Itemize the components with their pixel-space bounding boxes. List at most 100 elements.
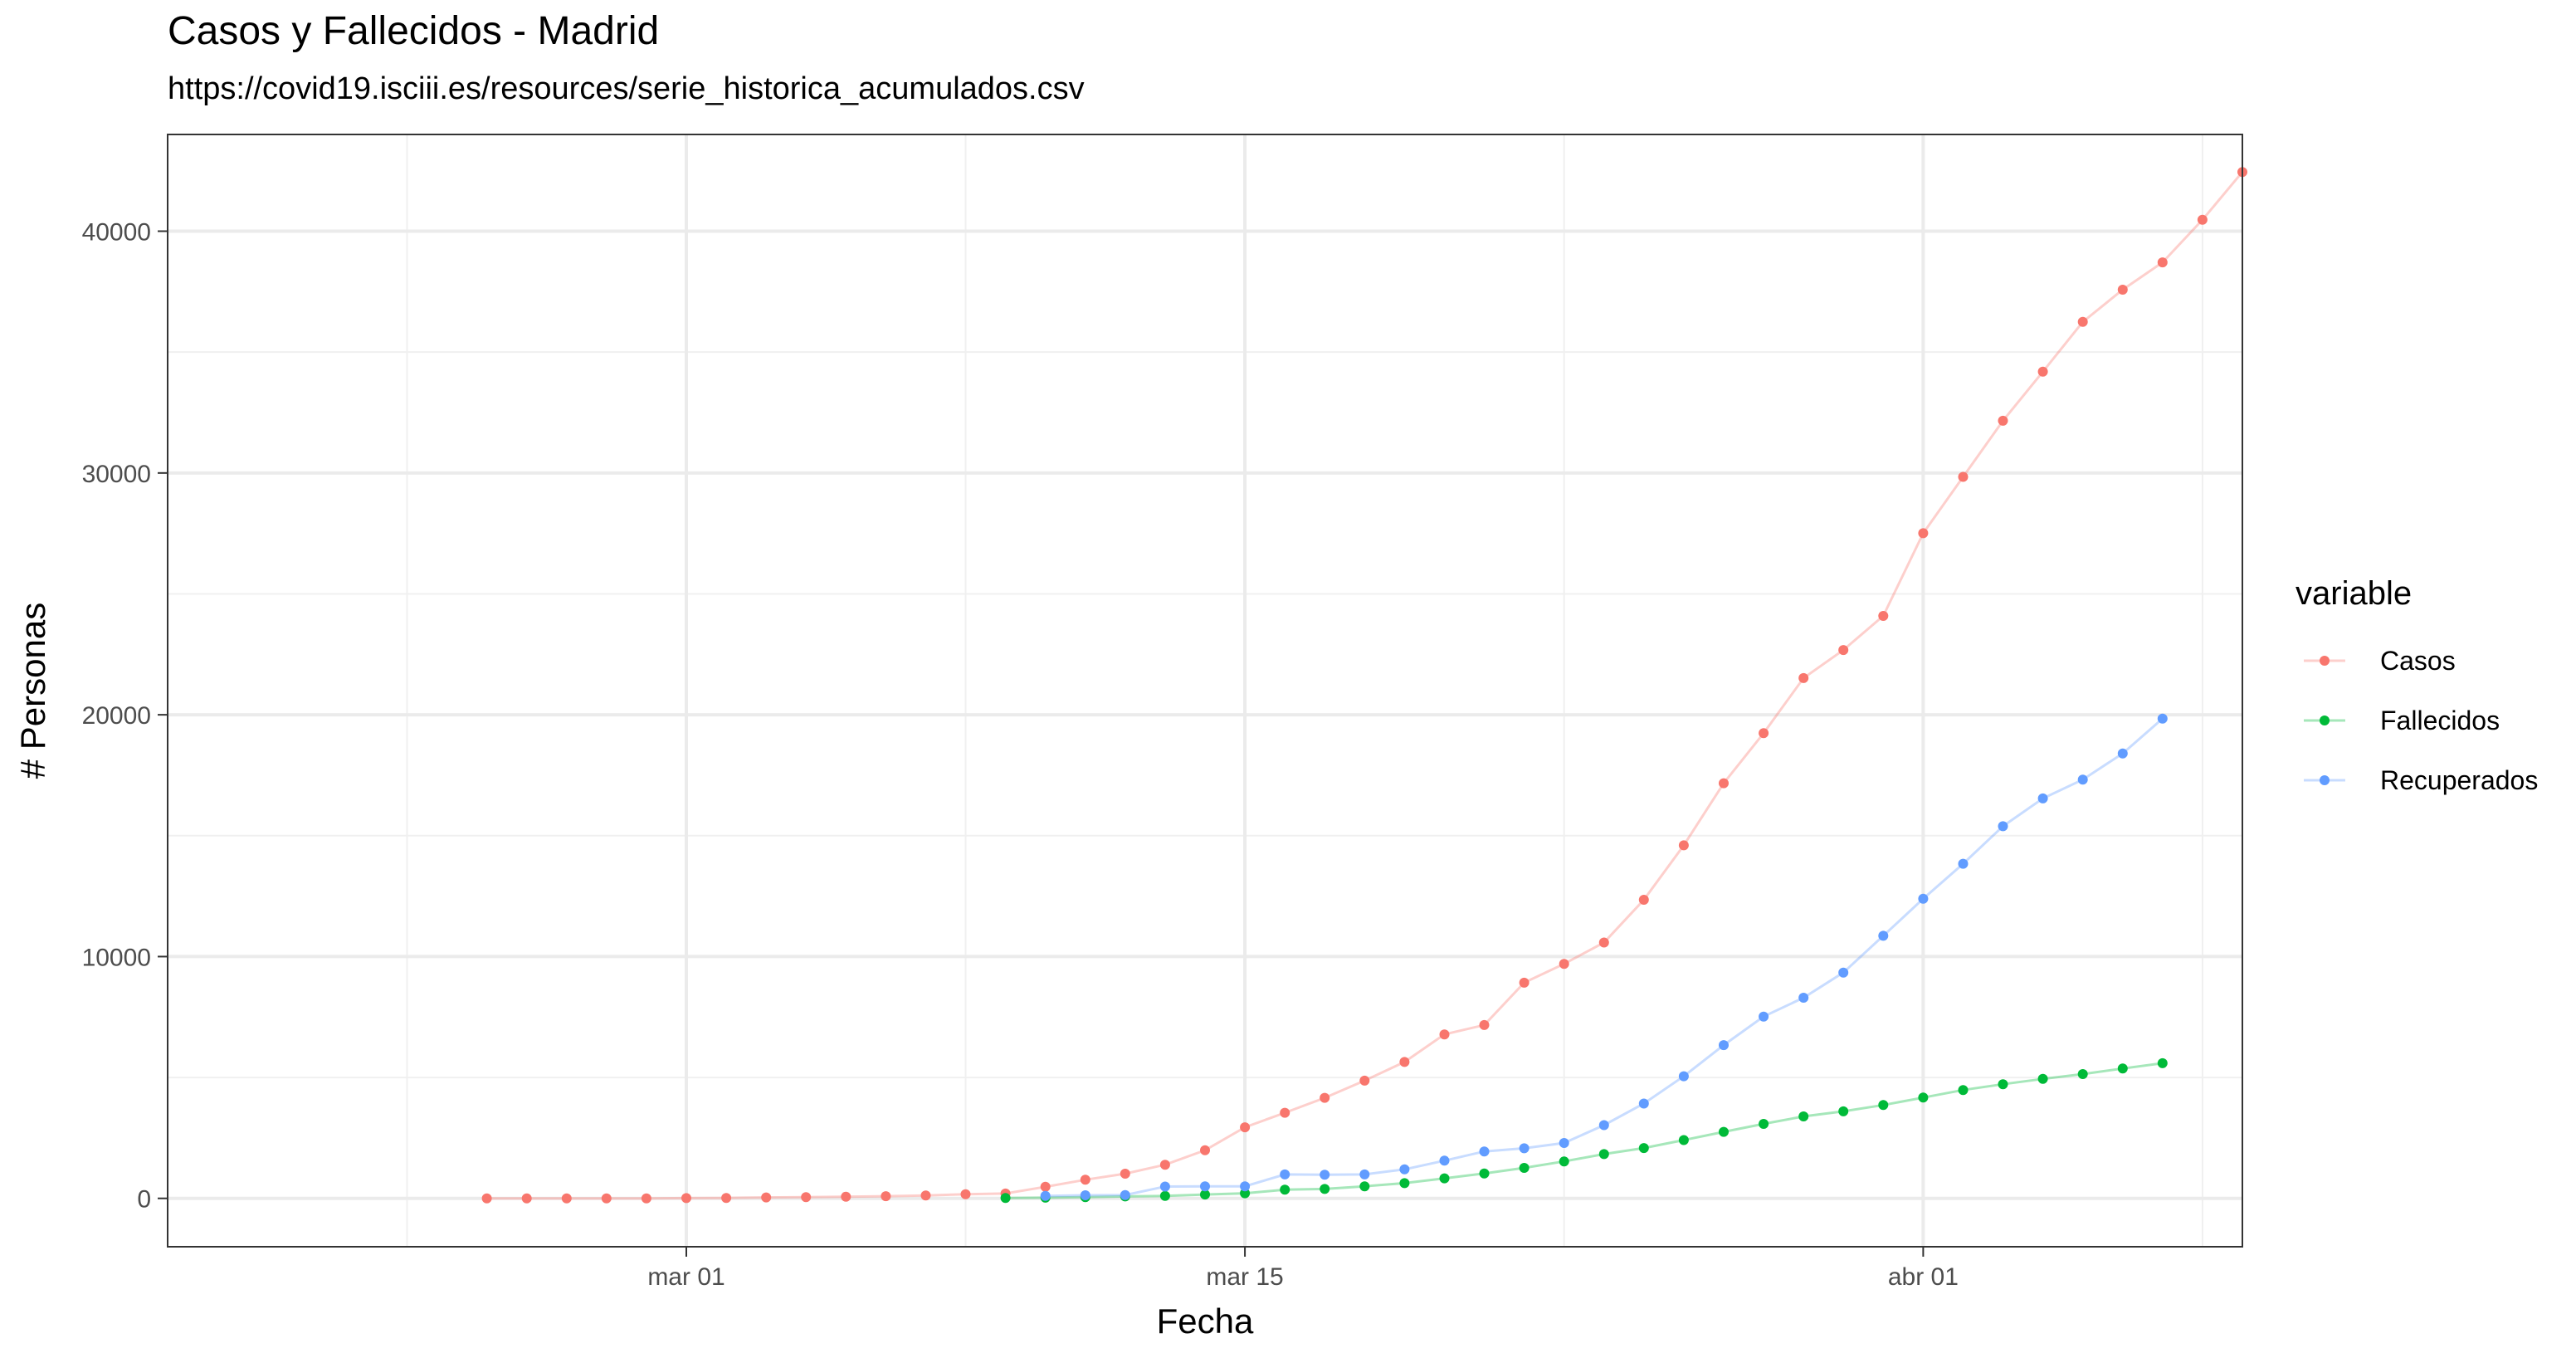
data-point	[1958, 1085, 1969, 1096]
data-point	[1838, 967, 1849, 978]
data-point	[2117, 285, 2128, 295]
data-point	[841, 1191, 851, 1202]
data-point	[881, 1191, 891, 1202]
data-point	[1719, 778, 1729, 789]
legend-label: Fallecidos	[2380, 706, 2500, 735]
x-axis-ticks: mar 01 mar 15 abr 01	[647, 1247, 1959, 1291]
data-point	[1479, 1168, 1490, 1179]
data-point	[1638, 895, 1649, 905]
data-point	[1678, 840, 1689, 851]
data-point	[1798, 672, 1809, 683]
data-point	[2157, 713, 2168, 724]
data-point	[960, 1189, 971, 1199]
data-point	[1120, 1169, 1130, 1179]
data-point	[1838, 1106, 1849, 1116]
data-point	[1519, 1163, 1530, 1173]
data-point	[1918, 528, 1929, 539]
data-point	[1359, 1181, 1370, 1192]
x-axis-title: Fecha	[1157, 1302, 1254, 1341]
data-point	[2117, 748, 2128, 759]
data-point	[1240, 1188, 1251, 1199]
data-point	[1559, 1138, 1569, 1148]
data-point	[681, 1193, 691, 1204]
data-point	[1040, 1181, 1051, 1192]
plot-panel	[168, 134, 2242, 1247]
data-point	[801, 1192, 812, 1203]
data-point	[1399, 1164, 1410, 1175]
data-point	[1159, 1190, 1170, 1201]
data-point	[2117, 1063, 2128, 1074]
y-tick-label: 20000	[82, 702, 151, 730]
data-point	[1759, 1119, 1769, 1129]
data-point	[1359, 1075, 1370, 1086]
data-point	[1439, 1155, 1450, 1166]
data-point	[1998, 821, 2008, 832]
data-point	[521, 1193, 532, 1204]
data-point	[1080, 1190, 1090, 1200]
data-point	[1000, 1193, 1011, 1204]
data-point	[920, 1190, 931, 1201]
data-point	[1399, 1057, 1410, 1067]
data-point	[1678, 1071, 1689, 1082]
chart-subtitle: https://covid19.isciii.es/resources/seri…	[168, 71, 1085, 106]
data-point	[1798, 1111, 1809, 1121]
y-tick-label: 40000	[82, 219, 151, 247]
data-point	[761, 1192, 772, 1203]
data-point	[1998, 415, 2008, 426]
y-axis-title: # Personas	[13, 603, 52, 779]
chart-title: Casos y Fallecidos - Madrid	[168, 9, 660, 53]
data-point	[1240, 1181, 1251, 1192]
data-point	[1280, 1107, 1290, 1118]
data-point	[1559, 959, 1569, 969]
data-point	[1998, 1079, 2008, 1090]
data-point	[1519, 1143, 1530, 1154]
legend-key-point	[2320, 716, 2330, 725]
x-tick-label: abr 01	[1888, 1263, 1959, 1291]
data-point	[2037, 793, 2048, 803]
data-point	[1598, 937, 1609, 948]
data-point	[2197, 214, 2208, 225]
data-point	[1918, 893, 1929, 904]
data-point	[1240, 1122, 1251, 1133]
legend-label: Recuperados	[2380, 765, 2538, 795]
data-point	[561, 1193, 572, 1204]
data-point	[2077, 1069, 2088, 1079]
y-tick-label: 10000	[82, 944, 151, 971]
data-point	[1798, 993, 1809, 1003]
data-point	[1320, 1184, 1330, 1194]
data-point	[1200, 1145, 1210, 1155]
data-point	[1958, 471, 1969, 482]
y-tick-label: 30000	[82, 461, 151, 488]
data-point	[1120, 1189, 1130, 1200]
data-point	[1200, 1181, 1210, 1192]
data-point	[1958, 858, 1969, 869]
data-point	[1878, 1100, 1889, 1111]
data-point	[2037, 366, 2048, 377]
y-axis-ticks: 0 10000 20000 30000 40000	[82, 219, 168, 1214]
data-point	[1479, 1146, 1490, 1157]
data-point	[1559, 1156, 1569, 1167]
data-point	[1598, 1120, 1609, 1131]
data-point	[2077, 774, 2088, 785]
legend-key-point	[2320, 656, 2330, 666]
data-point	[1519, 977, 1530, 988]
data-point	[1719, 1126, 1729, 1137]
grid-major	[168, 134, 2242, 1247]
series-points	[481, 167, 2247, 1204]
x-tick-label: mar 15	[1206, 1263, 1283, 1291]
data-point	[2157, 257, 2168, 268]
data-point	[1439, 1173, 1450, 1184]
data-point	[1878, 611, 1889, 621]
data-point	[1479, 1019, 1490, 1030]
legend: variable Casos Fallecidos Recuperados	[2295, 575, 2538, 795]
plot-border	[167, 134, 2243, 1248]
data-point	[1320, 1170, 1330, 1180]
data-point	[1719, 1040, 1729, 1051]
data-point	[1878, 930, 1889, 941]
data-point	[1280, 1169, 1290, 1180]
data-point	[2037, 1073, 2048, 1084]
data-point	[1638, 1098, 1649, 1109]
data-point	[1678, 1135, 1689, 1145]
data-point	[601, 1193, 612, 1204]
